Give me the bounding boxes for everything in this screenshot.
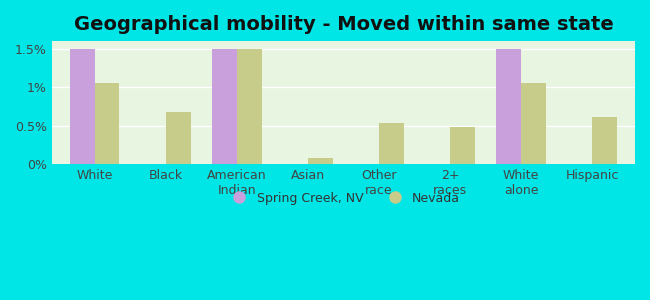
Bar — [94, 83, 120, 164]
Bar — [166, 112, 190, 164]
Bar — [308, 158, 333, 164]
Bar — [212, 49, 237, 164]
Bar — [497, 49, 521, 164]
Bar — [70, 49, 94, 164]
Bar — [379, 123, 404, 164]
Title: Geographical mobility - Moved within same state: Geographical mobility - Moved within sam… — [73, 15, 614, 34]
Bar — [237, 49, 262, 164]
Legend: Spring Creek, NV, Nevada: Spring Creek, NV, Nevada — [222, 187, 465, 210]
Bar — [521, 83, 546, 164]
Bar — [450, 127, 475, 164]
Bar — [592, 117, 617, 164]
